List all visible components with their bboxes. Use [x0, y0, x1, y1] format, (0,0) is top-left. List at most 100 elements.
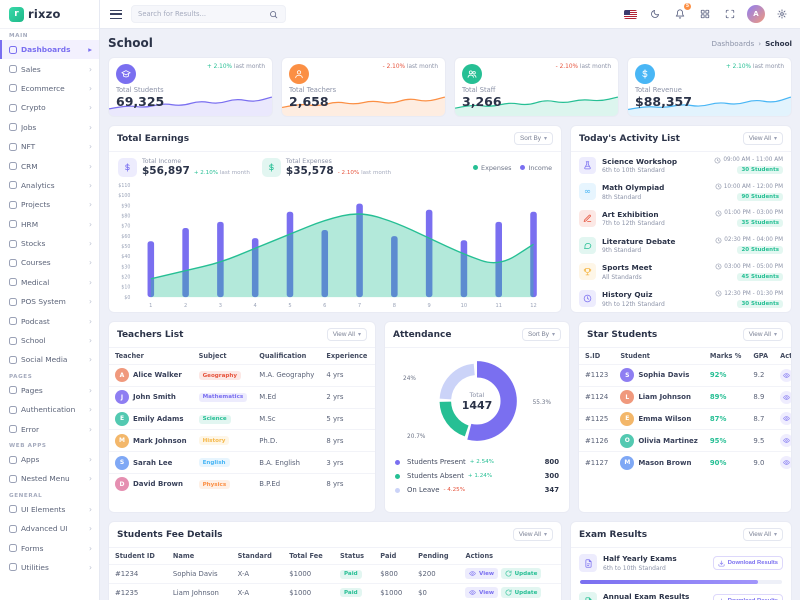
sidebar-item-analytics[interactable]: Analytics ›: [0, 176, 99, 195]
activity-item[interactable]: Literature Debate 9th Standard 02:30 PM -…: [571, 232, 791, 259]
sidebar-item-crm[interactable]: CRM ›: [0, 156, 99, 175]
view-button[interactable]: [780, 412, 791, 426]
view-all-dropdown[interactable]: View All ▾: [326, 328, 367, 341]
view-all-dropdown[interactable]: View All ▾: [742, 328, 783, 341]
chevron-right-icon: ›: [89, 474, 92, 484]
sidebar-item-forms[interactable]: Forms ›: [0, 538, 99, 557]
chevron-right-icon: ›: [89, 297, 92, 307]
activity-item[interactable]: ∞ Math Olympiad 8th Standard 10:00 AM - 1…: [571, 179, 791, 206]
sidebar-item-pages[interactable]: Pages ›: [0, 381, 99, 400]
notifications-bell-icon[interactable]: 5: [672, 3, 691, 22]
sidebar-item-authentication[interactable]: Authentication ›: [0, 400, 99, 419]
apps-grid-icon[interactable]: [697, 6, 713, 22]
crm-icon: [9, 162, 17, 171]
pending-amount: $200: [412, 564, 460, 584]
download-results-button[interactable]: Download Results: [712, 594, 783, 600]
breadcrumb-parent[interactable]: Dashboards: [711, 38, 755, 48]
update-button[interactable]: Update: [501, 587, 542, 599]
chevron-right-icon: ›: [89, 258, 92, 268]
activity-item[interactable]: Science Workshop 6th to 10th Standard 09:…: [571, 152, 791, 179]
sidebar-item-nested-menu[interactable]: Nested Menu ›: [0, 469, 99, 488]
view-button[interactable]: [780, 456, 791, 470]
search-input[interactable]: [138, 10, 264, 18]
sidebar-item-label: Analytics: [21, 180, 55, 190]
update-button[interactable]: Update: [501, 568, 542, 580]
card-title: Exam Results: [579, 529, 648, 540]
card-star-students: Star Students View All ▾ S.ID Student Mar…: [578, 321, 792, 513]
card-title: Today's Activity List: [579, 133, 680, 144]
chevron-down-icon: ▾: [773, 332, 777, 338]
hamburger-menu-icon[interactable]: [110, 9, 122, 19]
table-row: #1127 M Mason Brown 90% 9.0: [579, 451, 791, 473]
sidebar-item-courses[interactable]: Courses ›: [0, 253, 99, 272]
activity-item[interactable]: Sports Meet All Standards 03:00 PM - 05:0…: [571, 259, 791, 286]
view-button[interactable]: [780, 390, 791, 404]
legend-dot: [395, 487, 400, 493]
chevron-right-icon: ›: [89, 180, 92, 190]
sort-by-dropdown[interactable]: Sort By ▾: [522, 328, 561, 341]
chevron-down-icon: ▾: [551, 332, 555, 338]
sidebar-item-label: Forms: [21, 543, 44, 553]
notification-count-badge: 5: [684, 3, 691, 10]
activity-item[interactable]: Art Exhibition 7th to 12th Standard 01:00…: [571, 205, 791, 232]
view-button[interactable]: View: [465, 587, 499, 599]
paid-amount: $800: [374, 564, 413, 584]
user-avatar[interactable]: A: [747, 5, 765, 23]
activity-time: 12:30 PM - 01:30 PM: [715, 290, 783, 297]
sidebar-item-medical[interactable]: Medical ›: [0, 273, 99, 292]
stat-change: - 2.10% last month: [555, 64, 611, 70]
sidebar-item-utilities[interactable]: Utilities ›: [0, 558, 99, 577]
stocks-icon: [9, 239, 17, 248]
marks-percent: 89%: [709, 393, 727, 402]
sidebar-item-apps[interactable]: Apps ›: [0, 450, 99, 469]
view-button[interactable]: [780, 368, 791, 382]
total-fee: $1000: [283, 582, 334, 600]
download-results-button[interactable]: Download Results: [712, 556, 783, 570]
svg-text:7: 7: [358, 303, 361, 309]
students-count-badge: 30 Students: [737, 166, 783, 175]
crypto-icon: [9, 103, 17, 112]
view-button[interactable]: [780, 434, 791, 448]
search-box[interactable]: [131, 5, 286, 23]
language-flag-icon[interactable]: [622, 6, 638, 22]
sidebar-item-hrm[interactable]: HRM ›: [0, 215, 99, 234]
settings-gear-icon[interactable]: [774, 6, 790, 22]
sidebar-item-dashboards[interactable]: Dashboards ▸: [0, 40, 99, 60]
search-icon[interactable]: [268, 9, 279, 20]
pages-icon: [9, 386, 17, 395]
sidebar-item-ui-elements[interactable]: UI Elements ›: [0, 500, 99, 519]
sidebar-item-social-media[interactable]: Social Media ›: [0, 350, 99, 369]
sidebar-item-crypto[interactable]: Crypto ›: [0, 98, 99, 117]
medical-icon: [9, 278, 17, 287]
sidebar-item-jobs[interactable]: Jobs ›: [0, 118, 99, 137]
column-header: Experience: [326, 352, 368, 360]
activity-item[interactable]: History Quiz 9th to 12th Standard 12:30 P…: [571, 285, 791, 312]
column-header: Student: [620, 352, 650, 360]
sort-by-dropdown[interactable]: Sort By ▾: [514, 132, 553, 145]
sidebar-item-nft[interactable]: NFT ›: [0, 137, 99, 156]
sidebar-item-advanced-ui[interactable]: Advanced UI ›: [0, 519, 99, 538]
sidebar-item-label: Pages: [21, 385, 43, 395]
sidebar-item-stocks[interactable]: Stocks ›: [0, 234, 99, 253]
view-all-dropdown[interactable]: View All ▾: [512, 528, 553, 541]
view-button[interactable]: View: [465, 568, 499, 580]
view-all-dropdown[interactable]: View All ▾: [742, 132, 783, 145]
sidebar-item-ecommerce[interactable]: Ecommerce ›: [0, 79, 99, 98]
sidebar-item-label: Projects: [21, 200, 51, 210]
legend-income: Income: [520, 164, 552, 172]
subject-badge: Science: [198, 414, 231, 424]
sidebar-section-web-apps: WEB APPS: [9, 442, 47, 449]
sidebar-item-sales[interactable]: Sales ›: [0, 59, 99, 78]
sidebar-item-school[interactable]: School ›: [0, 331, 99, 350]
sidebar-item-podcast[interactable]: Podcast ›: [0, 311, 99, 330]
view-all-dropdown[interactable]: View All ▾: [742, 528, 783, 541]
sidebar-item-pos-system[interactable]: POS System ›: [0, 292, 99, 311]
clock-icon: [715, 237, 722, 244]
svg-text:2: 2: [184, 303, 187, 309]
sidebar-item-projects[interactable]: Projects ›: [0, 195, 99, 214]
fullscreen-icon[interactable]: [722, 6, 738, 22]
avatar: M: [620, 455, 635, 470]
brand-logo[interactable]: r rixzo: [0, 0, 99, 29]
dark-mode-moon-icon[interactable]: [647, 6, 663, 22]
sidebar-item-error[interactable]: Error ›: [0, 419, 99, 438]
